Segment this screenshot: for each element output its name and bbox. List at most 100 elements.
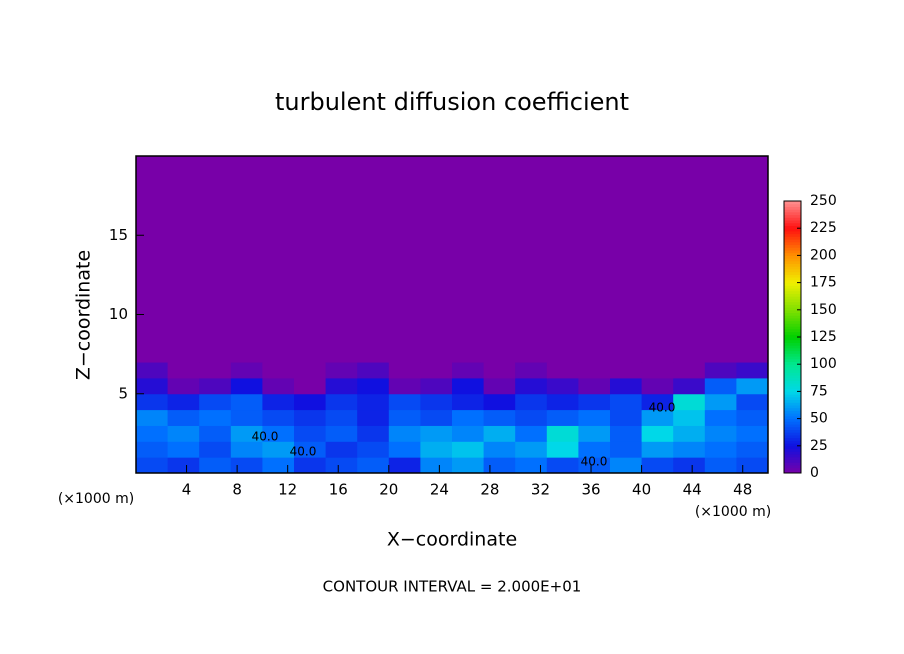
heatmap-cell xyxy=(388,457,421,474)
heatmap-cell xyxy=(736,362,769,379)
heatmap-cell xyxy=(736,457,769,474)
colorbar-swatch xyxy=(784,228,801,232)
heatmap-cell xyxy=(262,156,295,363)
colorbar-swatch xyxy=(784,206,801,210)
colorbar-swatch xyxy=(784,345,801,349)
x-unit: (×1000 m) xyxy=(695,504,771,520)
colorbar-swatch xyxy=(784,214,801,218)
colorbar-tick-label: 0 xyxy=(810,465,819,481)
heatmap-cell xyxy=(325,457,358,474)
heatmap-cell xyxy=(546,393,579,411)
heatmap-cell xyxy=(578,441,611,458)
colorbar-swatch xyxy=(784,337,801,341)
colorbar-swatch xyxy=(784,410,801,414)
heatmap-cell xyxy=(325,377,358,395)
heatmap-cell xyxy=(736,425,769,442)
heatmap-cell xyxy=(136,425,169,442)
heatmap-cell xyxy=(420,409,453,426)
heatmap-cell xyxy=(578,409,611,426)
heatmap-cell xyxy=(420,156,453,363)
colorbar-swatch xyxy=(784,356,801,360)
colorbar-swatch xyxy=(784,263,801,267)
heatmap-cell xyxy=(483,393,516,411)
heatmap-cell xyxy=(452,409,485,426)
colorbar-swatch xyxy=(784,358,801,362)
colorbar-swatch xyxy=(784,201,801,205)
heatmap-cell xyxy=(199,409,232,426)
heatmap-cell xyxy=(641,362,674,379)
heatmap-cell xyxy=(136,441,169,458)
heatmap-cell xyxy=(294,362,327,379)
heatmap-cell xyxy=(641,441,674,458)
colorbar-tick-label: 75 xyxy=(810,383,828,399)
heatmap-cell xyxy=(704,441,737,458)
heatmap-cell xyxy=(230,457,263,474)
colorbar-swatch xyxy=(784,290,801,294)
heatmap-cell xyxy=(325,362,358,379)
heatmap-cell xyxy=(388,409,421,426)
contour-label: 40.0 xyxy=(252,430,279,444)
colorbar-swatch xyxy=(784,255,801,259)
heatmap-cell xyxy=(136,156,169,363)
heatmap-cell xyxy=(483,425,516,442)
colorbar-swatch xyxy=(784,364,801,368)
heatmap-cell xyxy=(357,393,390,411)
contour-label: 40.0 xyxy=(290,445,317,459)
heatmap-cell xyxy=(546,425,579,442)
heatmap-cell xyxy=(230,441,263,458)
colorbar-swatch xyxy=(784,296,801,300)
colorbar-swatch xyxy=(784,396,801,401)
heatmap-cell xyxy=(515,457,548,474)
colorbar-swatch xyxy=(784,323,801,327)
colorbar-swatch xyxy=(784,277,801,281)
heatmap-cell xyxy=(357,409,390,426)
heatmap-cell xyxy=(673,425,706,442)
heatmap-cell xyxy=(420,393,453,411)
colorbar-tick-label: 50 xyxy=(810,411,828,427)
heatmap-cell xyxy=(136,457,169,474)
heatmap-cell xyxy=(483,362,516,379)
heatmap-cell xyxy=(673,457,706,474)
heatmap-cell xyxy=(578,156,611,363)
heatmap-cell xyxy=(704,457,737,474)
heatmap-cell xyxy=(610,362,643,379)
colorbar-swatch xyxy=(784,309,801,314)
x-axis-label: X−coordinate xyxy=(387,529,517,551)
contour-label: 40.0 xyxy=(581,455,608,469)
colorbar-tick-label: 100 xyxy=(810,356,837,372)
heatmap-cell xyxy=(262,393,295,411)
heatmap-cell xyxy=(262,377,295,395)
heatmap-cell xyxy=(610,441,643,458)
footer-note: CONTOUR INTERVAL = 2.000E+01 xyxy=(323,578,582,596)
heatmap-cell xyxy=(262,441,295,458)
heatmap-cell xyxy=(294,377,327,395)
colorbar-swatch xyxy=(784,209,801,213)
heatmap-cell xyxy=(199,457,232,474)
colorbar-tick-label: 200 xyxy=(810,247,837,263)
heatmap-cell xyxy=(199,377,232,395)
heatmap-cell xyxy=(136,377,169,395)
heatmap-cell xyxy=(452,425,485,442)
heatmap-cell xyxy=(262,425,295,442)
heatmap-cell xyxy=(704,362,737,379)
heatmap-cell xyxy=(578,362,611,379)
heatmap-cell xyxy=(262,362,295,379)
x-unit: (×1000 m) xyxy=(58,491,134,507)
heatmap-cell xyxy=(736,409,769,426)
colorbar-swatch xyxy=(784,402,801,406)
y-tick-label: 15 xyxy=(109,226,128,244)
heatmap-cell xyxy=(357,377,390,395)
colorbar-swatch xyxy=(784,453,801,458)
colorbar-swatch xyxy=(784,391,801,395)
heatmap-cell xyxy=(483,377,516,395)
heatmap-cell xyxy=(136,362,169,379)
colorbar-swatch xyxy=(784,372,801,376)
heatmap-cell xyxy=(546,409,579,426)
heatmap-cell xyxy=(294,409,327,426)
colorbar-swatch xyxy=(784,328,801,333)
heatmap-cell xyxy=(357,156,390,363)
heatmap-cell xyxy=(641,393,674,411)
colorbar-swatch xyxy=(784,456,801,460)
colorbar-swatch xyxy=(784,236,801,240)
